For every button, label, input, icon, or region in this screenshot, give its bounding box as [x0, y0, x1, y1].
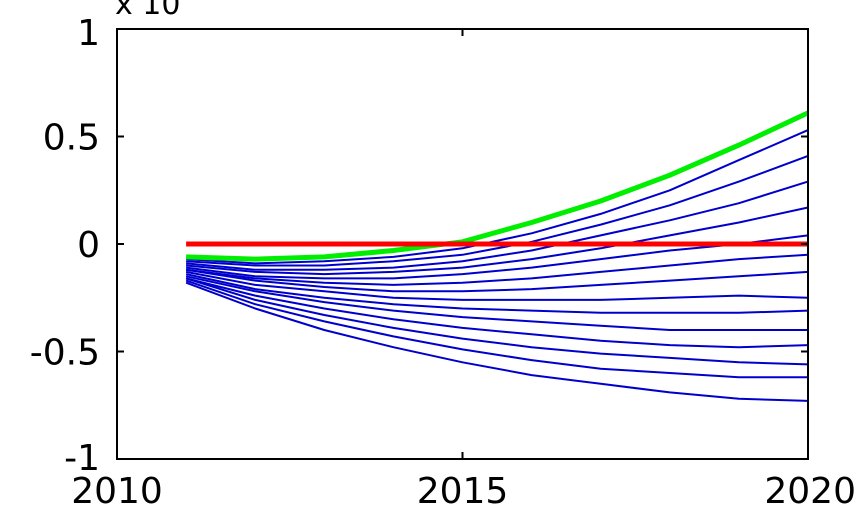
ticks-layer: [116, 28, 809, 460]
labels-layer: 2010 2015 2020 1 0.5 0 -0.5 -1: [30, 13, 856, 507]
series-line-6: [185, 234, 809, 280]
y-tick-label-2: 0: [77, 225, 100, 266]
series-line-11: [185, 275, 808, 331]
y-tick-label-3: -0.5: [30, 333, 100, 374]
x-tick-label-2: 2020: [764, 471, 856, 507]
series-line-8: [185, 268, 809, 293]
series-line-13: [185, 277, 809, 366]
x-tick-label-1: 2015: [417, 471, 509, 507]
series-layer: [185, 110, 810, 402]
series-line-9: [185, 270, 809, 301]
y-tick-label-0: 1: [77, 13, 100, 54]
series-line-12: [185, 277, 809, 349]
series-line-2: [186, 129, 809, 265]
series-line-4: [186, 180, 809, 271]
series-line-1: [186, 110, 810, 262]
series-line-10: [185, 273, 809, 314]
series-line-14: [185, 279, 808, 379]
y-tick-label-4: -1: [64, 438, 100, 479]
series-line-5: [186, 206, 809, 276]
y-exponent-label: x 10: [115, 0, 180, 22]
y-tick-label-1: 0.5: [43, 118, 100, 159]
series-line-3: [186, 154, 809, 267]
series-line-15: [185, 281, 809, 402]
x-tick-label-0: 2010: [71, 471, 163, 507]
series-line-7: [185, 253, 809, 286]
